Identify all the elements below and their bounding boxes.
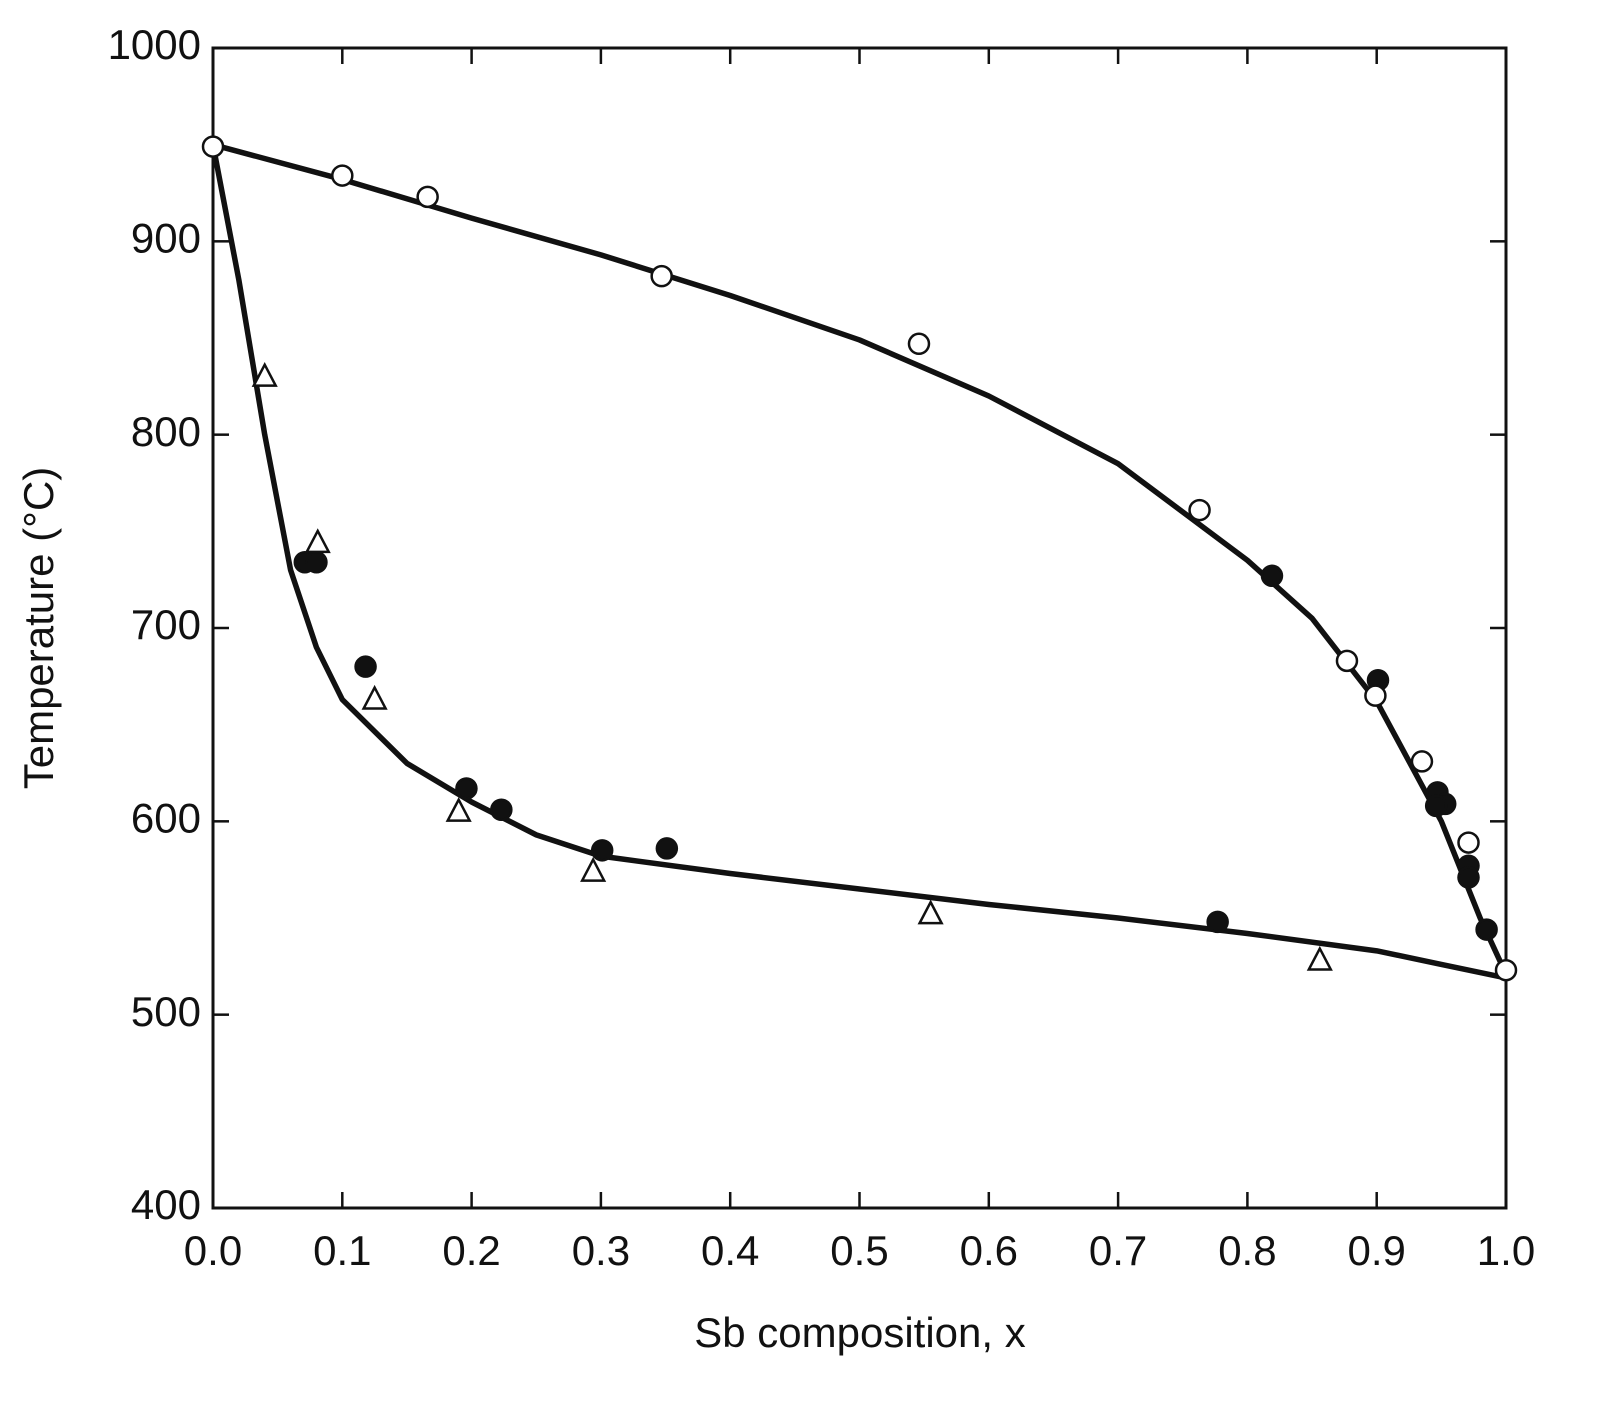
y-tick-label: 800 (131, 408, 201, 455)
filled-circle-marker (1457, 866, 1480, 889)
y-tick-label: 1000 (108, 21, 201, 68)
triangle-marker (580, 856, 607, 882)
triangle-marker (1306, 945, 1333, 971)
open-circle-marker (201, 135, 225, 158)
x-tick-label: 0.6 (960, 1227, 1018, 1274)
triangle-marker (251, 361, 278, 387)
y-tick-label: 400 (131, 1181, 201, 1228)
x-tick-label: 0.4 (701, 1227, 759, 1274)
x-tick-label: 0.5 (830, 1227, 888, 1274)
triangle-marker (917, 899, 944, 925)
open-circle-marker (1188, 498, 1211, 522)
x-tick-label: 0.0 (184, 1227, 242, 1274)
open-circle-marker (1364, 684, 1387, 707)
x-tick-label: 0.9 (1348, 1227, 1406, 1274)
open-circle-marker (650, 264, 673, 288)
open-circle-marker (1335, 649, 1359, 673)
filled-circle-marker (1424, 794, 1448, 818)
x-tick-label: 0.7 (1089, 1227, 1147, 1274)
curve (212, 142, 1509, 976)
y-axis-label: Temperature (°C) (15, 467, 62, 790)
filled-circle-marker (1475, 918, 1498, 941)
filled-circle-marker (1260, 564, 1284, 588)
x-tick-label: 0.3 (572, 1227, 630, 1274)
triangle-marker (304, 528, 331, 554)
x-tick-label: 0.8 (1218, 1227, 1276, 1274)
filled-circle-marker (305, 551, 328, 574)
x-tick-label: 0.1 (313, 1227, 371, 1274)
triangle-marker (361, 684, 388, 710)
open-circle-marker (907, 332, 931, 356)
curve (210, 144, 1507, 981)
x-tick-label: 0.2 (442, 1227, 500, 1274)
filled-circle-marker (354, 655, 377, 678)
y-tick-label: 500 (131, 988, 201, 1035)
triangle-marker (445, 796, 472, 822)
open-circle-marker (416, 185, 439, 209)
y-tick-label: 900 (131, 214, 201, 261)
open-circle-marker (1457, 831, 1480, 854)
filled-circle-marker (455, 777, 478, 800)
open-circle-marker (1494, 958, 1518, 982)
x-axis-label: Sb composition, x (694, 1309, 1026, 1356)
filled-circle-marker (655, 837, 679, 860)
filled-circle-marker (1206, 910, 1229, 934)
filled-circle-marker (590, 839, 614, 862)
open-circle-marker (1410, 750, 1434, 773)
plot-frame (211, 46, 1508, 1210)
y-tick-label: 700 (131, 601, 201, 648)
open-circle-marker (331, 164, 354, 187)
y-tick-label: 600 (131, 794, 201, 841)
filled-circle-marker (490, 798, 513, 821)
x-tick-label: 1.0 (1477, 1227, 1535, 1274)
